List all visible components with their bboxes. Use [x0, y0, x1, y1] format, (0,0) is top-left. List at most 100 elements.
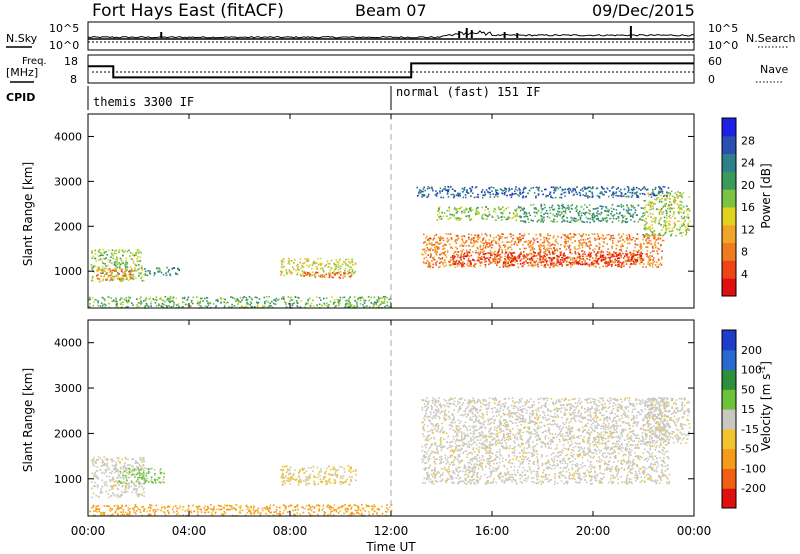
power-cell — [99, 305, 102, 307]
power-cell — [595, 255, 598, 257]
power-cell — [676, 194, 678, 196]
vel-cell — [327, 514, 329, 516]
vel-cell — [299, 470, 301, 472]
power-cell — [496, 215, 499, 217]
power-cell — [457, 195, 460, 197]
power-cell — [561, 217, 563, 219]
power-cell — [108, 261, 111, 263]
vel-cell — [311, 505, 314, 508]
power-cell — [595, 253, 597, 256]
power-cell — [528, 258, 531, 260]
power-cell — [603, 238, 605, 240]
power-cell — [122, 303, 124, 306]
power-cell — [496, 262, 499, 264]
power-cell — [568, 244, 571, 247]
power-cell — [330, 273, 332, 275]
power-cell — [443, 244, 445, 247]
power-cell — [556, 255, 558, 257]
power-cell — [640, 244, 642, 247]
power-cell — [612, 194, 615, 196]
power-cell — [471, 242, 473, 244]
power-cell — [504, 258, 506, 260]
power-cell — [601, 259, 604, 261]
vel-cell — [143, 467, 146, 469]
power-cell — [320, 274, 322, 276]
power-cell — [130, 268, 133, 271]
vel-cell — [133, 467, 135, 470]
power-cell — [453, 216, 455, 218]
power-cell — [591, 214, 593, 217]
power-cell — [499, 188, 502, 190]
vel-cell — [127, 506, 130, 509]
power-cell — [138, 260, 140, 262]
vel-cell — [138, 476, 141, 479]
power-cell — [630, 219, 632, 221]
power-cell — [687, 217, 690, 220]
power-cell — [418, 191, 420, 194]
power-cell — [321, 304, 323, 307]
power-cell — [631, 192, 634, 194]
power-cell — [558, 263, 561, 265]
power-cell — [349, 262, 352, 265]
power-cell — [561, 189, 564, 192]
power-cell — [519, 259, 522, 262]
power-cell — [101, 269, 104, 272]
power-cell — [111, 300, 113, 303]
power-cell — [549, 257, 551, 259]
power-cell — [499, 235, 502, 238]
power-cell — [507, 261, 509, 264]
power-cell — [556, 260, 559, 263]
power-cell — [510, 244, 513, 246]
power-cell — [122, 251, 125, 253]
power-cell — [600, 212, 603, 214]
power-cell — [651, 266, 654, 268]
power-cell — [429, 237, 431, 239]
power-cell — [666, 197, 668, 199]
vel-cell — [107, 467, 110, 470]
power-cell — [335, 267, 337, 270]
power-cell — [683, 220, 686, 223]
vel-cell — [227, 508, 229, 511]
power-cell — [377, 304, 380, 307]
vel-cell — [105, 490, 107, 493]
power-cell — [621, 221, 623, 224]
vel-cell — [123, 491, 125, 494]
vel-cell — [292, 478, 295, 480]
vel-cell — [337, 512, 340, 514]
power-cell — [619, 261, 622, 264]
power-cell — [105, 278, 107, 281]
power-cell — [436, 260, 438, 263]
power-cell — [579, 242, 582, 244]
power-cell — [537, 194, 540, 196]
power-cell — [95, 299, 97, 301]
vel-cell — [212, 508, 214, 511]
power-cell — [446, 250, 449, 252]
power-cell — [605, 207, 608, 209]
vel-cell — [257, 507, 260, 510]
power-cell — [589, 247, 591, 250]
power-cell — [525, 260, 527, 262]
power-cell — [544, 248, 547, 251]
power-cell — [589, 241, 592, 244]
noise-right-tick-bottom: 10^0 — [708, 39, 738, 52]
vel-cell — [110, 458, 112, 461]
power-cell — [461, 239, 464, 241]
power-cell — [325, 273, 328, 275]
power-cell — [651, 255, 653, 257]
power-cell — [674, 200, 677, 202]
power-cell — [597, 207, 599, 209]
power-cell — [475, 249, 477, 252]
power-cell — [293, 258, 296, 261]
power-cell — [606, 251, 609, 253]
power-cell — [453, 194, 456, 197]
power-cell — [589, 256, 592, 259]
vel-cell — [119, 467, 122, 470]
power-cell — [489, 260, 491, 263]
power-cell — [628, 209, 630, 211]
power-cell — [125, 300, 128, 303]
power-cell — [610, 234, 612, 237]
power-cell — [172, 305, 175, 307]
power-cell — [669, 192, 672, 195]
power-cell — [625, 218, 627, 220]
power-cell — [451, 213, 454, 216]
